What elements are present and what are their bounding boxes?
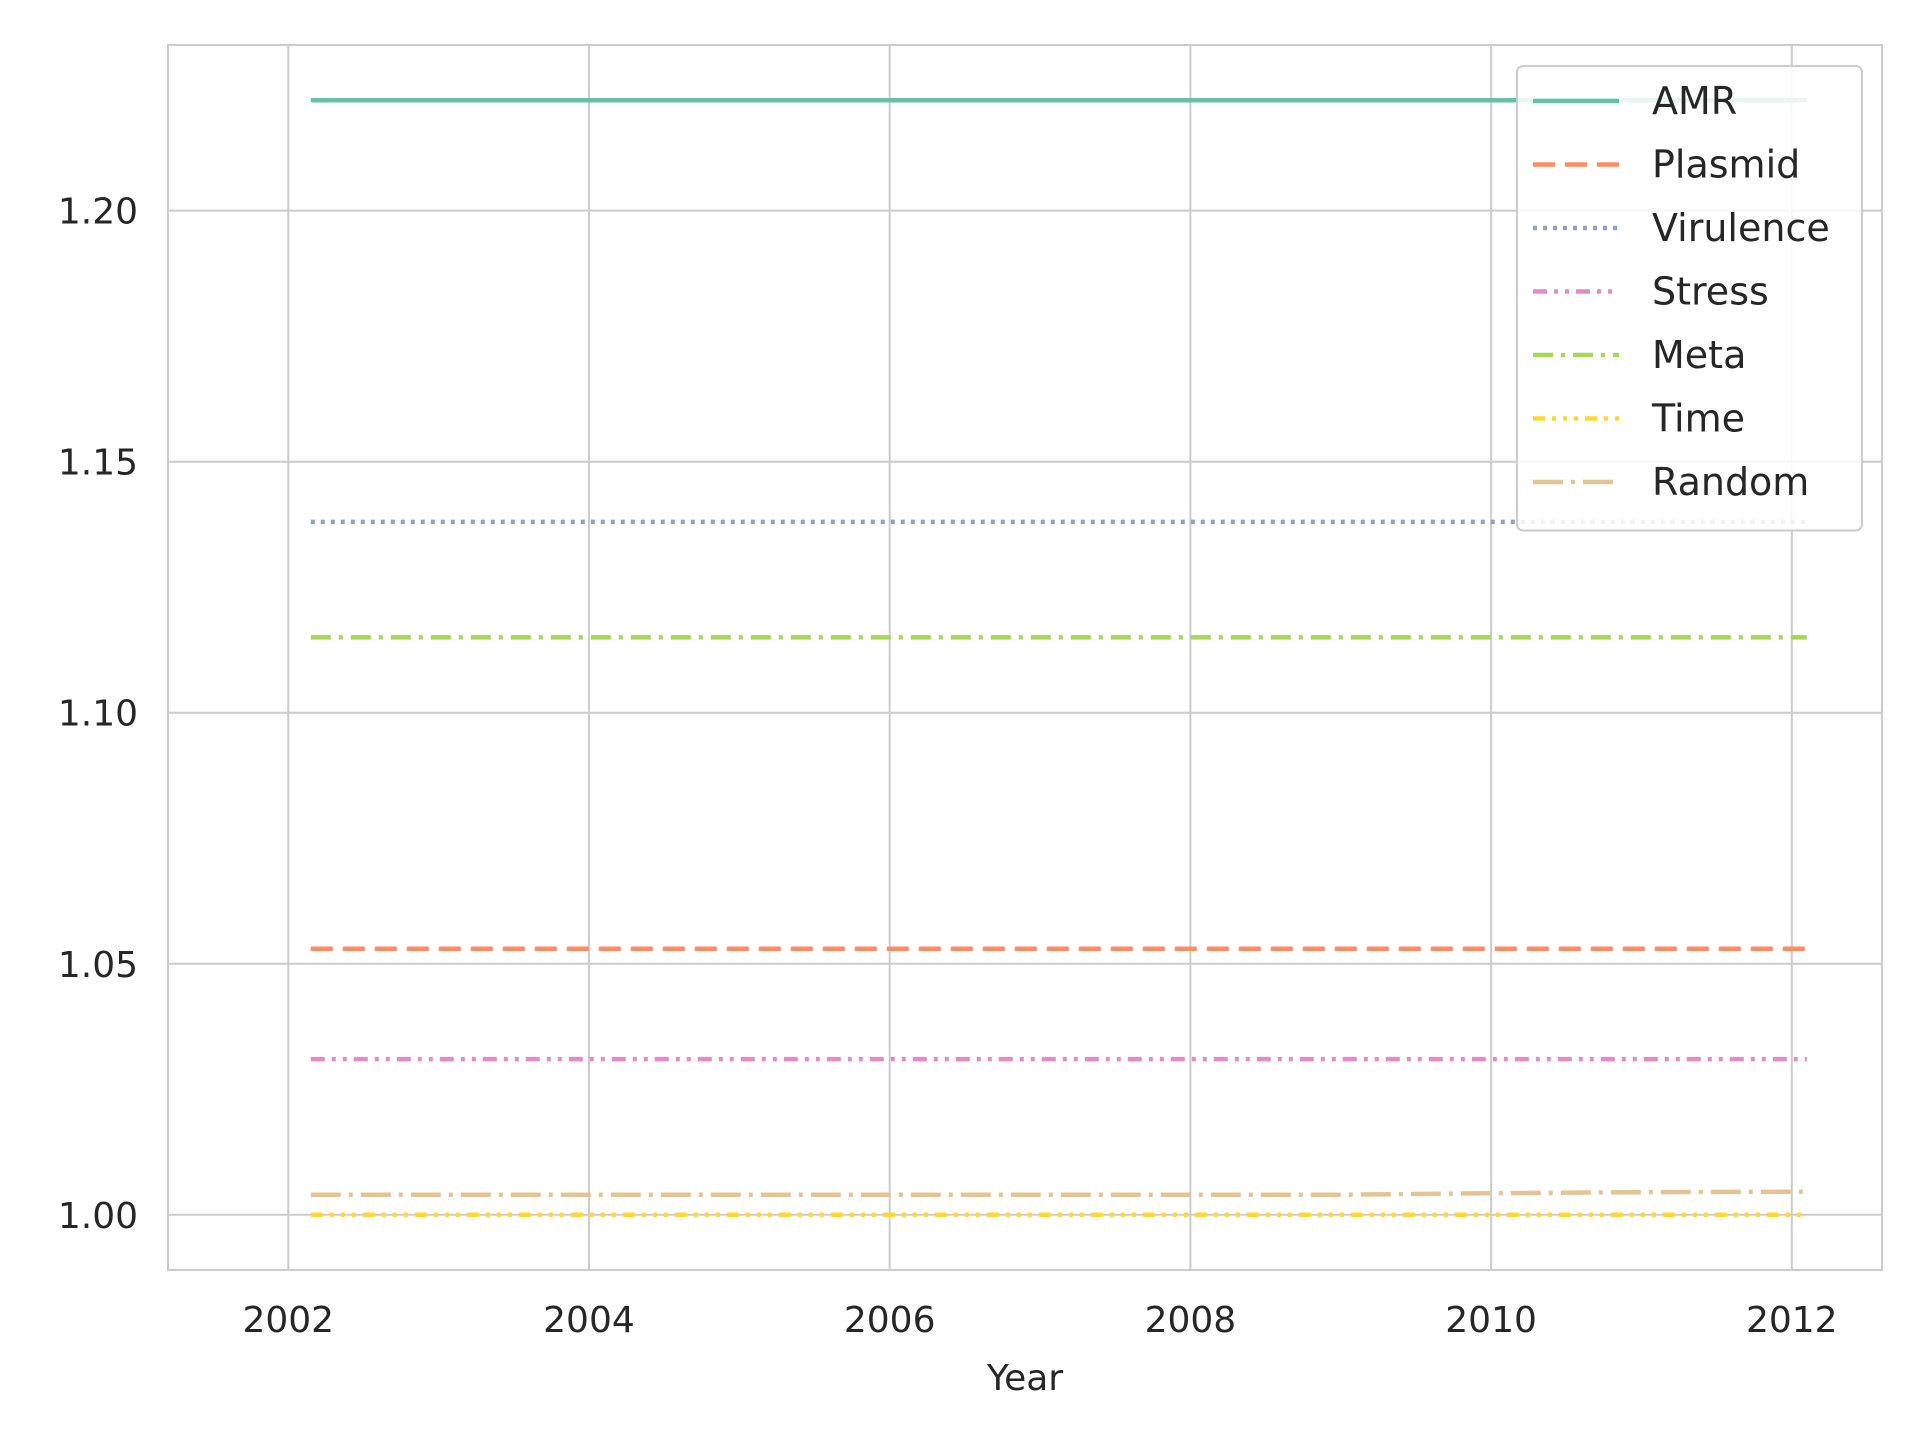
x-tick-label: 2004 xyxy=(543,1300,635,1341)
x-tick-label: 2008 xyxy=(1145,1300,1237,1341)
legend-label: Random xyxy=(1652,460,1809,504)
x-tick-label: 2006 xyxy=(844,1300,936,1341)
series-line-random xyxy=(310,1189,1807,1197)
legend-label: Plasmid xyxy=(1652,143,1800,187)
x-axis-title: Year xyxy=(986,1358,1063,1399)
legend-label: AMR xyxy=(1652,79,1737,123)
y-tick-label: 1.20 xyxy=(58,192,138,233)
x-tick-labels: 2002 2004 2006 2008 2010 2012 xyxy=(242,1300,1837,1341)
y-tick-labels: 1.00 1.05 1.10 1.15 1.20 xyxy=(58,192,138,1237)
x-tick-label: 2002 xyxy=(242,1300,334,1341)
y-tick-label: 1.15 xyxy=(58,443,138,484)
x-tick-label: 2010 xyxy=(1445,1300,1537,1341)
y-tick-label: 1.05 xyxy=(58,945,138,986)
y-tick-label: 1.10 xyxy=(58,694,138,735)
plot-frame xyxy=(167,44,1883,1271)
legend: AMR Plasmid Virulence Stress Meta Time Random xyxy=(1516,65,1863,532)
legend-label: Time xyxy=(1651,397,1745,441)
legend-label: Stress xyxy=(1652,270,1769,314)
legend-box xyxy=(1516,65,1863,532)
y-tick-label: 1.00 xyxy=(58,1196,138,1237)
legend-label: Meta xyxy=(1652,333,1746,377)
legend-label: Virulence xyxy=(1652,206,1830,250)
x-tick-label: 2012 xyxy=(1746,1300,1838,1341)
